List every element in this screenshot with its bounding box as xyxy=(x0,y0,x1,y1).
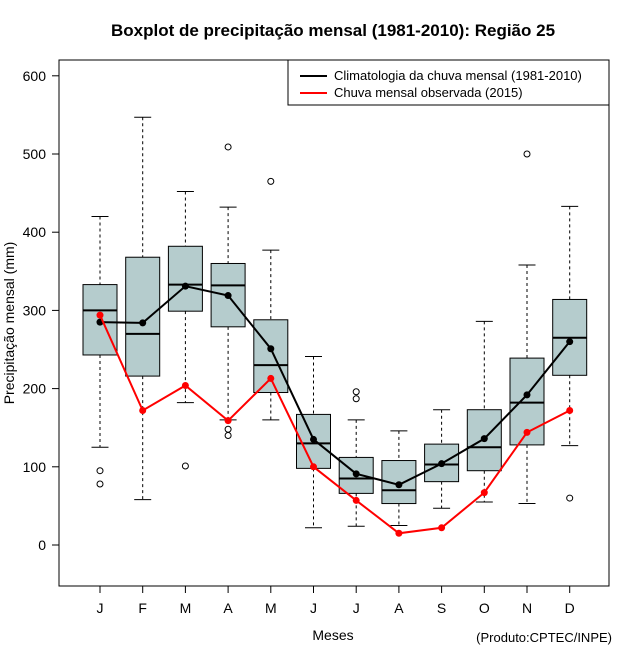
series-point xyxy=(523,428,531,436)
box-month-2 xyxy=(125,116,161,501)
outlier-point xyxy=(224,425,232,433)
y-tick-label: 600 xyxy=(23,68,47,84)
series-point xyxy=(438,524,446,532)
series-point xyxy=(139,406,147,414)
series-point xyxy=(352,470,360,478)
box-month-4 xyxy=(210,143,246,440)
x-tick-label: D xyxy=(565,600,575,616)
legend-frame xyxy=(287,59,610,106)
series-point xyxy=(310,435,317,443)
x-tick-label: J xyxy=(310,600,317,616)
series-point xyxy=(480,435,488,443)
x-tick-label: F xyxy=(138,600,147,616)
axes-layer: 0 100 200 300 400 500 600 J F M A M J J A S O N D xyxy=(23,68,575,616)
outlier-point xyxy=(523,150,531,158)
y-tick-label: 400 xyxy=(23,224,47,240)
y-tick-label: 200 xyxy=(23,381,47,397)
series-line xyxy=(99,285,571,486)
x-tick-label: J xyxy=(97,600,104,616)
series-point xyxy=(566,406,574,414)
outlier-point xyxy=(96,467,104,475)
series-point xyxy=(395,481,403,489)
x-tick-label: M xyxy=(265,600,277,616)
iqr-box xyxy=(167,245,203,312)
outlier-point xyxy=(96,480,104,488)
outlier-point xyxy=(224,143,232,151)
series-point xyxy=(267,374,275,382)
series-point xyxy=(224,292,232,300)
boxes-layer xyxy=(82,116,588,529)
series-climatology xyxy=(96,282,574,489)
box-month-9 xyxy=(424,409,460,509)
iqr-box xyxy=(253,319,289,394)
box-month-3 xyxy=(167,191,203,470)
box-month-12 xyxy=(552,205,588,502)
outlier-point xyxy=(352,388,360,396)
series-layer xyxy=(96,282,574,537)
series-point xyxy=(224,417,232,425)
series-line xyxy=(99,314,571,535)
outlier-point xyxy=(566,494,574,502)
x-tick-label: A xyxy=(394,600,404,616)
series-point xyxy=(181,381,189,389)
outlier-point xyxy=(352,395,360,403)
legend-label-climatology: Climatologia da chuva mensal (1981-2010) xyxy=(334,68,582,83)
outlier-point xyxy=(267,177,275,185)
series-point xyxy=(480,489,488,497)
series-point xyxy=(181,282,189,290)
y-tick-label: 500 xyxy=(23,146,47,162)
series-point xyxy=(310,463,317,471)
iqr-box xyxy=(125,256,161,377)
series-point xyxy=(96,311,104,319)
series-observed-2015 xyxy=(96,311,574,537)
series-point xyxy=(438,460,446,468)
box-month-7 xyxy=(338,388,374,527)
y-tick-label: 100 xyxy=(23,459,47,475)
y-axis-label: Precipitação mensal (mm) xyxy=(1,242,17,405)
series-point xyxy=(523,391,531,399)
y-tick-label: 300 xyxy=(23,302,47,318)
series-point xyxy=(352,496,360,504)
outlier-point xyxy=(181,462,189,470)
x-tick-label: M xyxy=(180,600,192,616)
outlier-point xyxy=(224,432,232,440)
series-point xyxy=(139,319,147,327)
x-tick-label: A xyxy=(223,600,233,616)
chart-title: Boxplot de precipitação mensal (1981-201… xyxy=(111,21,555,40)
x-tick-label: S xyxy=(437,600,446,616)
y-tick-label: 0 xyxy=(38,537,46,553)
x-tick-label: N xyxy=(522,600,532,616)
x-tick-label: J xyxy=(353,600,360,616)
x-tick-label: O xyxy=(479,600,490,616)
box-month-5 xyxy=(253,177,289,421)
series-point xyxy=(566,338,574,346)
series-point xyxy=(395,529,403,537)
legend-label-observed: Chuva mensal observada (2015) xyxy=(334,85,523,100)
x-axis-label: Meses xyxy=(312,627,353,643)
box-month-1 xyxy=(82,216,118,488)
credit-text: (Produto:CPTEC/INPE) xyxy=(476,630,612,645)
legend: Climatologia da chuva mensal (1981-2010)… xyxy=(287,59,610,106)
series-point xyxy=(267,345,275,353)
